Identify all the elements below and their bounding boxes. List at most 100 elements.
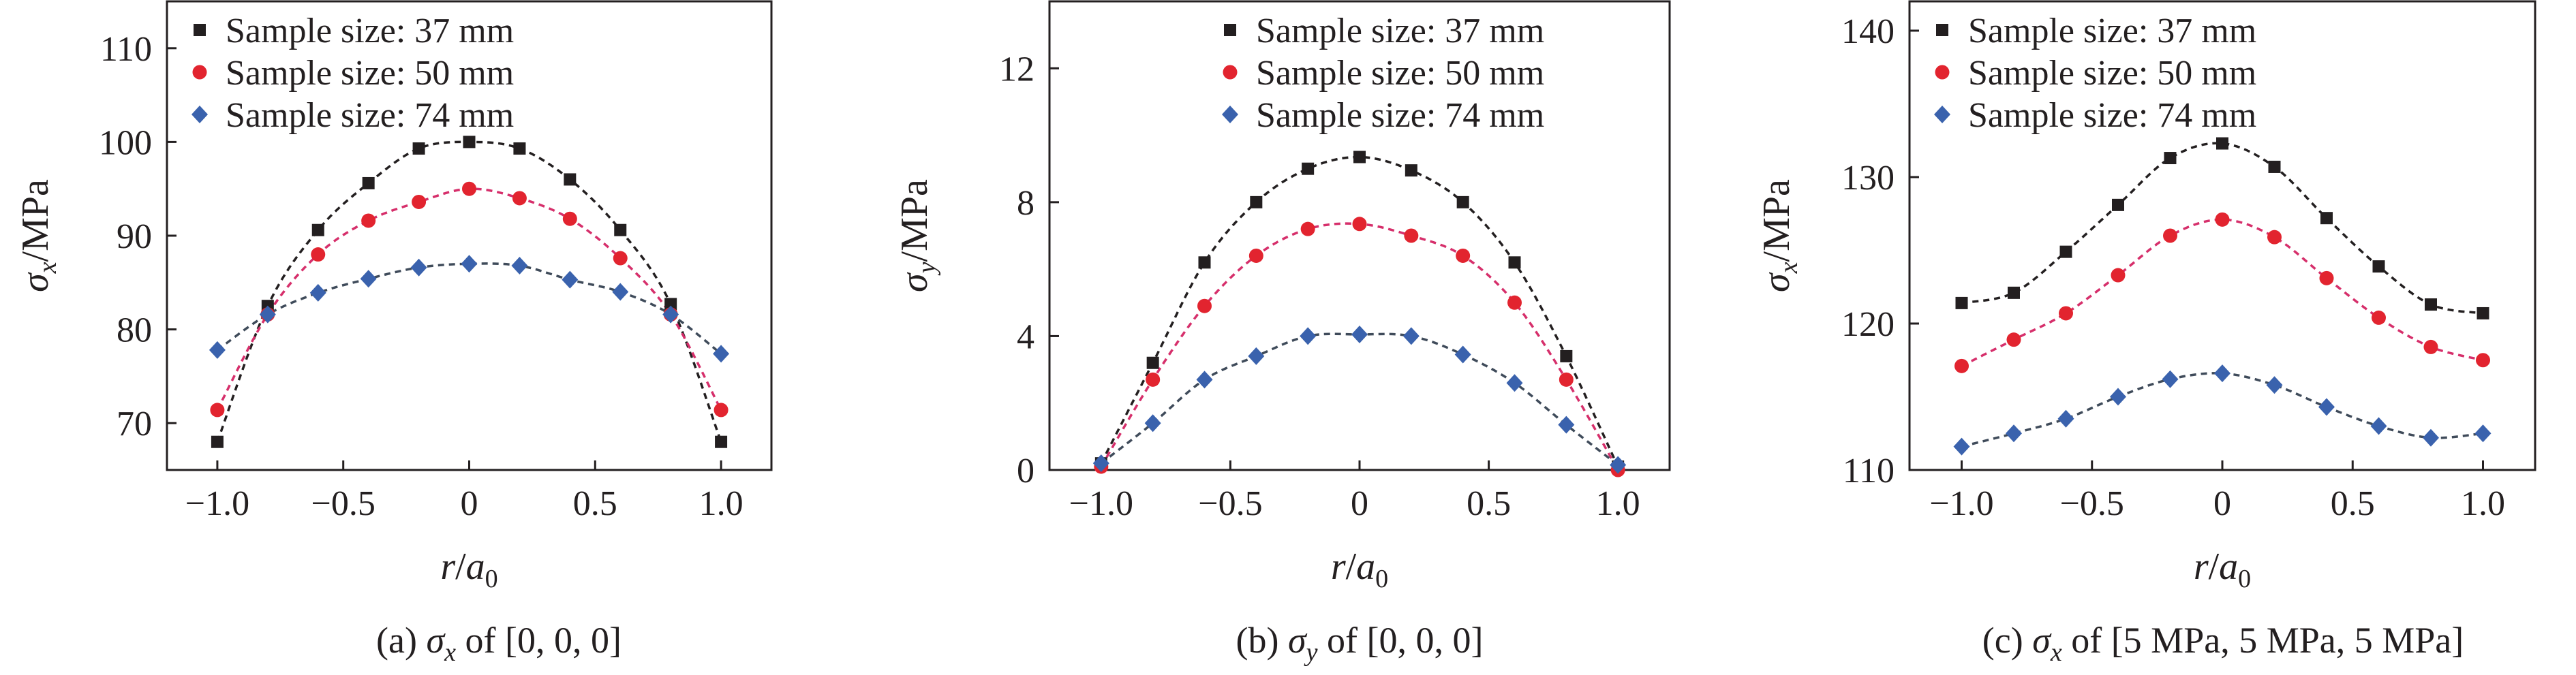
data-point-series-3: [309, 283, 326, 302]
fit-curve-2: [1100, 222, 1619, 471]
y-tick-label: 130: [1841, 159, 1895, 198]
data-point-series-3: [209, 341, 226, 359]
x-tick-label: 0: [1351, 484, 1368, 523]
legend-label-3: Sample size: 74 mm: [1256, 96, 1544, 135]
x-tick-label: 1.0: [1596, 484, 1640, 523]
data-point-series-3: [2057, 409, 2074, 428]
x-axis-title: r/a0: [440, 546, 497, 593]
data-point-series-1: [1456, 195, 1469, 208]
data-point-series-1: [1250, 195, 1263, 208]
fit-curve-3: [1961, 372, 2483, 448]
data-point-series-3: [2318, 398, 2335, 416]
legend-label-1: Sample size: 37 mm: [1256, 12, 1544, 50]
data-point-series-2: [210, 403, 225, 418]
y-tick-label: 0: [1017, 452, 1034, 490]
data-point-series-1: [2059, 245, 2072, 258]
data-point-series-1: [362, 176, 375, 189]
data-point-series-2: [2111, 268, 2126, 283]
data-point-series-3: [1196, 371, 1213, 389]
y-tick-label: 80: [117, 311, 152, 350]
data-point-series-1: [1405, 164, 1417, 177]
legend-label-2: Sample size: 50 mm: [1968, 54, 2256, 93]
y-axis-title: σx/MPa: [1755, 179, 1803, 292]
data-point-series-1: [2164, 152, 2177, 165]
legend-marker-1: [194, 24, 206, 36]
data-point-series-3: [2474, 424, 2491, 443]
data-point-series-2: [1404, 228, 1419, 243]
data-point-series-2: [714, 403, 729, 418]
legend-marker-3: [1934, 106, 1950, 123]
x-tick-label: 0.5: [2331, 484, 2375, 523]
chart-panel-1: −1.0 −0.5 0 0.5 1.0 70 80 90 100 110 r/a0 σx/MPa Sam…: [14, 0, 773, 667]
x-tick-label: −0.5: [1198, 484, 1262, 523]
data-point-series-2: [361, 213, 376, 228]
data-point-series-3: [2370, 417, 2387, 435]
legend-marker-3: [1222, 106, 1238, 123]
legend-label-2: Sample size: 50 mm: [1256, 54, 1544, 93]
data-point-series-2: [2215, 212, 2230, 227]
y-tick-label: 8: [1017, 184, 1034, 223]
y-tick-label: 120: [1841, 305, 1895, 344]
data-point-series-2: [412, 194, 427, 209]
data-point-series-2: [1559, 372, 1574, 387]
x-tick-label: 0: [2213, 484, 2231, 523]
data-point-series-1: [1198, 256, 1211, 269]
legend-marker-2: [192, 65, 207, 80]
x-tick-label: 0: [461, 484, 478, 523]
data-point-series-1: [2216, 137, 2228, 150]
y-tick-label: 12: [999, 50, 1034, 89]
x-tick-label: 1.0: [2461, 484, 2505, 523]
data-point-series-3: [410, 258, 427, 277]
x-tick-label: −1.0: [1929, 484, 1993, 523]
data-point-series-2: [1146, 372, 1161, 387]
x-axis-title: r/a0: [1331, 546, 1388, 593]
data-point-series-3: [2266, 376, 2283, 394]
data-point-series-1: [2268, 160, 2281, 173]
data-point-series-1: [664, 298, 677, 311]
data-point-series-2: [2163, 228, 2177, 243]
fit-curve-2: [216, 187, 722, 411]
legend-label-3: Sample size: 74 mm: [1968, 96, 2256, 135]
legend-label-3: Sample size: 74 mm: [226, 96, 514, 135]
data-point-series-2: [1456, 248, 1471, 263]
data-point-series-1: [2477, 307, 2489, 319]
data-point-series-2: [2267, 230, 2282, 245]
data-point-series-3: [1144, 414, 1161, 433]
legend-marker-2: [1935, 65, 1950, 80]
fit-curve-1: [1961, 142, 2483, 315]
data-point-series-2: [562, 211, 577, 226]
legend-marker-1: [1224, 24, 1236, 36]
data-point-series-3: [1092, 454, 1109, 473]
data-point-series-1: [513, 142, 526, 155]
data-point-series-3: [259, 305, 276, 324]
data-point-series-3: [2423, 428, 2439, 447]
data-point-series-1: [412, 142, 425, 155]
panel-caption: (b) σy of [0, 0, 0]: [1236, 620, 1484, 667]
y-tick-label: 140: [1841, 12, 1895, 51]
chart-panel-3: −1.0 −0.5 0 0.5 1.0 110 120 130 140 r/a0 σx/MPa Sam…: [1755, 0, 2536, 667]
y-tick-label: 100: [99, 123, 152, 162]
data-point-series-2: [1197, 298, 1212, 313]
data-point-series-2: [2372, 310, 2386, 325]
y-tick-label: 90: [117, 217, 152, 256]
y-tick-label: 4: [1017, 317, 1034, 356]
data-point-series-1: [1302, 162, 1315, 175]
data-point-series-1: [1955, 296, 1968, 309]
data-point-series-2: [1248, 248, 1263, 263]
data-point-series-3: [1610, 456, 1627, 474]
data-point-series-3: [461, 255, 478, 273]
legend-marker-2: [1223, 65, 1238, 80]
data-point-series-1: [1146, 356, 1159, 369]
data-point-series-2: [311, 247, 326, 262]
data-point-series-3: [2006, 424, 2022, 443]
data-point-series-3: [612, 283, 629, 301]
data-point-series-1: [2008, 286, 2020, 299]
data-point-series-3: [713, 345, 730, 363]
data-point-series-1: [463, 136, 476, 148]
data-point-series-1: [2320, 212, 2333, 225]
data-point-series-3: [360, 270, 377, 288]
data-point-series-1: [1353, 151, 1366, 163]
data-point-series-2: [1507, 295, 1522, 310]
data-point-series-2: [1300, 221, 1315, 236]
